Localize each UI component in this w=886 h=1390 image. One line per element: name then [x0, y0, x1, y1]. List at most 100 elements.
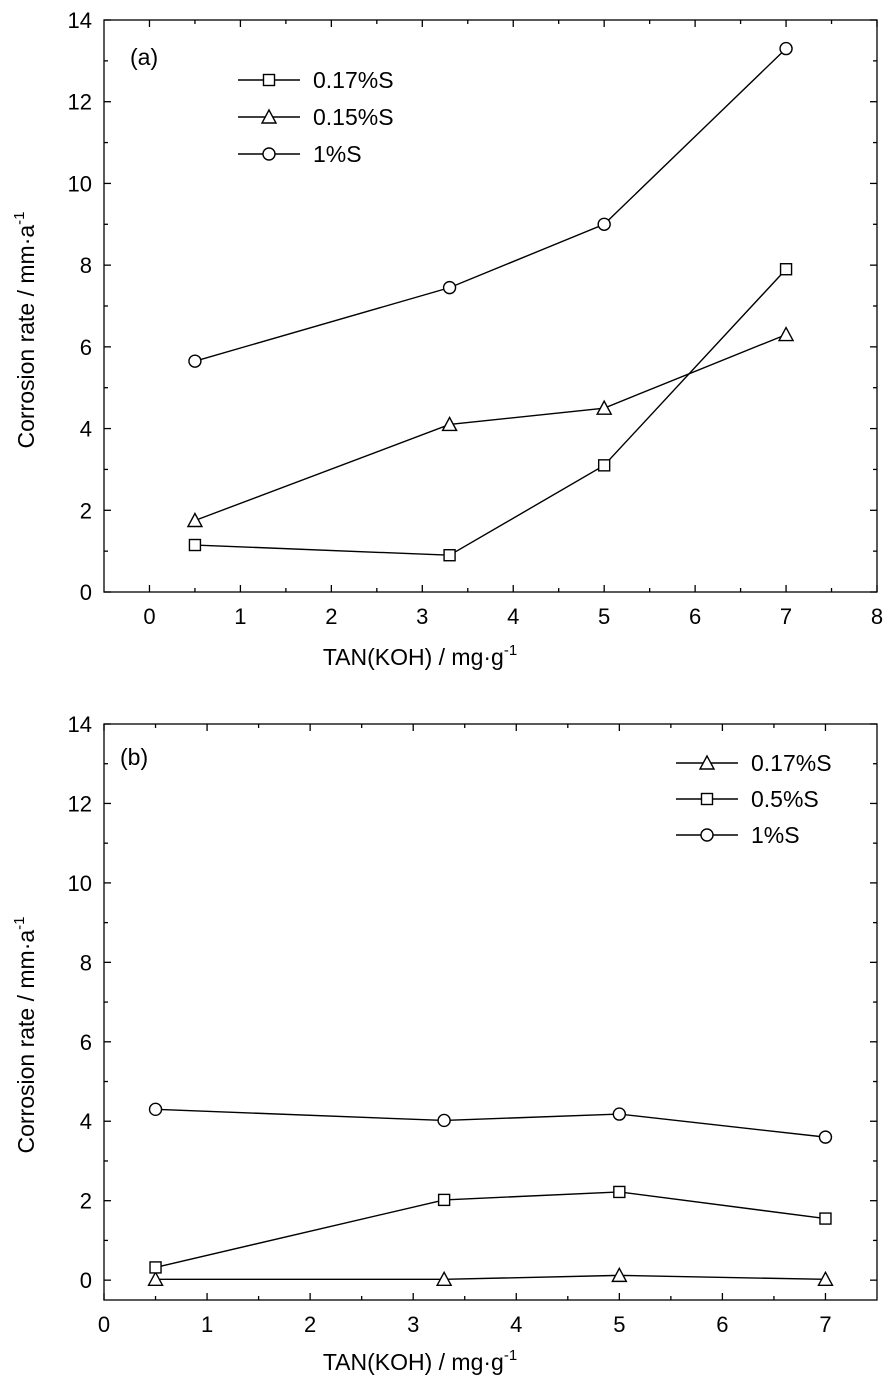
data-point [149, 1261, 162, 1274]
y-tick-label: 0 [80, 1268, 92, 1293]
y-tick-label: 14 [68, 8, 92, 33]
x-tick-label: 6 [689, 604, 701, 629]
x-axis-title-text: TAN(KOH) / mg·g [323, 1349, 504, 1375]
x-tick-label: 6 [716, 1312, 728, 1337]
legend-label: 0.17%S [313, 67, 394, 93]
y-tick-label: 8 [80, 253, 92, 278]
data-point [613, 1185, 626, 1199]
data-point [777, 326, 795, 342]
legend-label: 1%S [313, 141, 362, 167]
legend-entry: 0.5%S [676, 786, 819, 812]
legend-entry: 0.17%S [238, 67, 394, 93]
data-point [147, 1270, 164, 1287]
series-circle [188, 41, 793, 368]
x-tick-label: 4 [510, 1312, 522, 1337]
data-point [779, 263, 793, 276]
y-tick-label: 2 [80, 1189, 92, 1214]
y-tick-label: 6 [80, 1030, 92, 1055]
data-point [817, 1270, 834, 1287]
plot-frame [103, 19, 878, 593]
y-tick-label: 10 [68, 871, 92, 896]
y-axis-title: Corrosion rate / mm·a-1 [11, 916, 39, 1153]
panel-label: (a) [130, 44, 158, 70]
series-triangle [186, 326, 795, 528]
series-line [155, 1108, 826, 1138]
data-point [779, 41, 793, 56]
x-tick-label: 2 [304, 1312, 316, 1337]
legend-label: 0.5%S [751, 786, 819, 812]
series-line [194, 268, 787, 556]
data-point [188, 538, 202, 552]
legend-marker [260, 108, 278, 124]
y-tick-label: 8 [80, 950, 92, 975]
data-point [188, 354, 202, 368]
x-tick-label: 7 [819, 1312, 831, 1337]
legend-label: 0.17%S [751, 750, 832, 776]
legend-marker [700, 828, 714, 842]
legend-label: 0.15%S [313, 104, 394, 130]
data-point [186, 512, 204, 528]
x-tick-label: 7 [780, 604, 792, 629]
legend-label: 1%S [751, 822, 800, 848]
y-tick-label: 0 [80, 580, 92, 605]
plot-frame [103, 723, 878, 1301]
data-point [612, 1107, 627, 1121]
series-line [155, 1274, 826, 1281]
y-tick-label: 4 [80, 1109, 92, 1134]
data-point [437, 1113, 451, 1128]
x-tick-label: 0 [143, 604, 155, 629]
y-tick-label: 14 [68, 712, 92, 737]
x-tick-label: 3 [416, 604, 428, 629]
series-line [155, 1191, 826, 1269]
series-line [194, 333, 787, 522]
series-triangle [147, 1266, 834, 1287]
data-point [818, 1130, 833, 1144]
legend-marker [262, 147, 276, 161]
legend-marker [700, 792, 714, 806]
legend-entry: 0.17%S [676, 750, 832, 776]
data-point [437, 1193, 451, 1207]
legend-marker [262, 73, 276, 87]
legend-entry: 1%S [238, 141, 362, 167]
x-tick-label: 0 [98, 1312, 110, 1337]
y-axis-title: Corrosion rate / mm·a-1 [11, 211, 39, 448]
legend-entry: 0.15%S [238, 104, 394, 130]
data-point [441, 416, 458, 432]
x-tick-label: 1 [201, 1312, 213, 1337]
y-axis-title-text: Corrosion rate / mm·a [13, 225, 39, 449]
legend-entry: 1%S [676, 822, 800, 848]
panel-label: (b) [120, 744, 148, 770]
series-circle [148, 1102, 833, 1144]
x-axis-title-superscript: -1 [504, 1347, 517, 1364]
data-point [443, 549, 456, 562]
y-tick-label: 12 [68, 90, 92, 115]
x-tick-label: 5 [613, 1312, 625, 1337]
x-tick-label: 4 [507, 604, 519, 629]
series-square [149, 1185, 832, 1274]
x-tick-label: 3 [407, 1312, 419, 1337]
data-point [611, 1266, 628, 1283]
series-line [194, 48, 787, 362]
y-tick-label: 2 [80, 498, 92, 523]
y-axis-title-superscript: -1 [11, 211, 28, 224]
x-tick-label: 2 [325, 604, 337, 629]
x-axis-title-text: TAN(KOH) / mg·g [323, 644, 504, 670]
y-tick-label: 4 [80, 417, 92, 442]
x-axis-title-superscript: -1 [504, 642, 517, 659]
data-point [148, 1102, 163, 1117]
x-tick-label: 5 [598, 604, 610, 629]
y-axis-title-text: Corrosion rate / mm·a [13, 930, 39, 1154]
x-tick-label: 1 [234, 604, 246, 629]
data-point [596, 399, 613, 415]
data-point [819, 1212, 832, 1225]
x-tick-label: 8 [871, 604, 883, 629]
x-axis-title: TAN(KOH) / mg·g-1 [323, 642, 517, 670]
y-tick-label: 6 [80, 335, 92, 360]
data-point [597, 217, 611, 231]
legend-marker [698, 754, 716, 770]
data-point [442, 280, 457, 295]
y-axis-title-superscript: -1 [11, 916, 28, 929]
